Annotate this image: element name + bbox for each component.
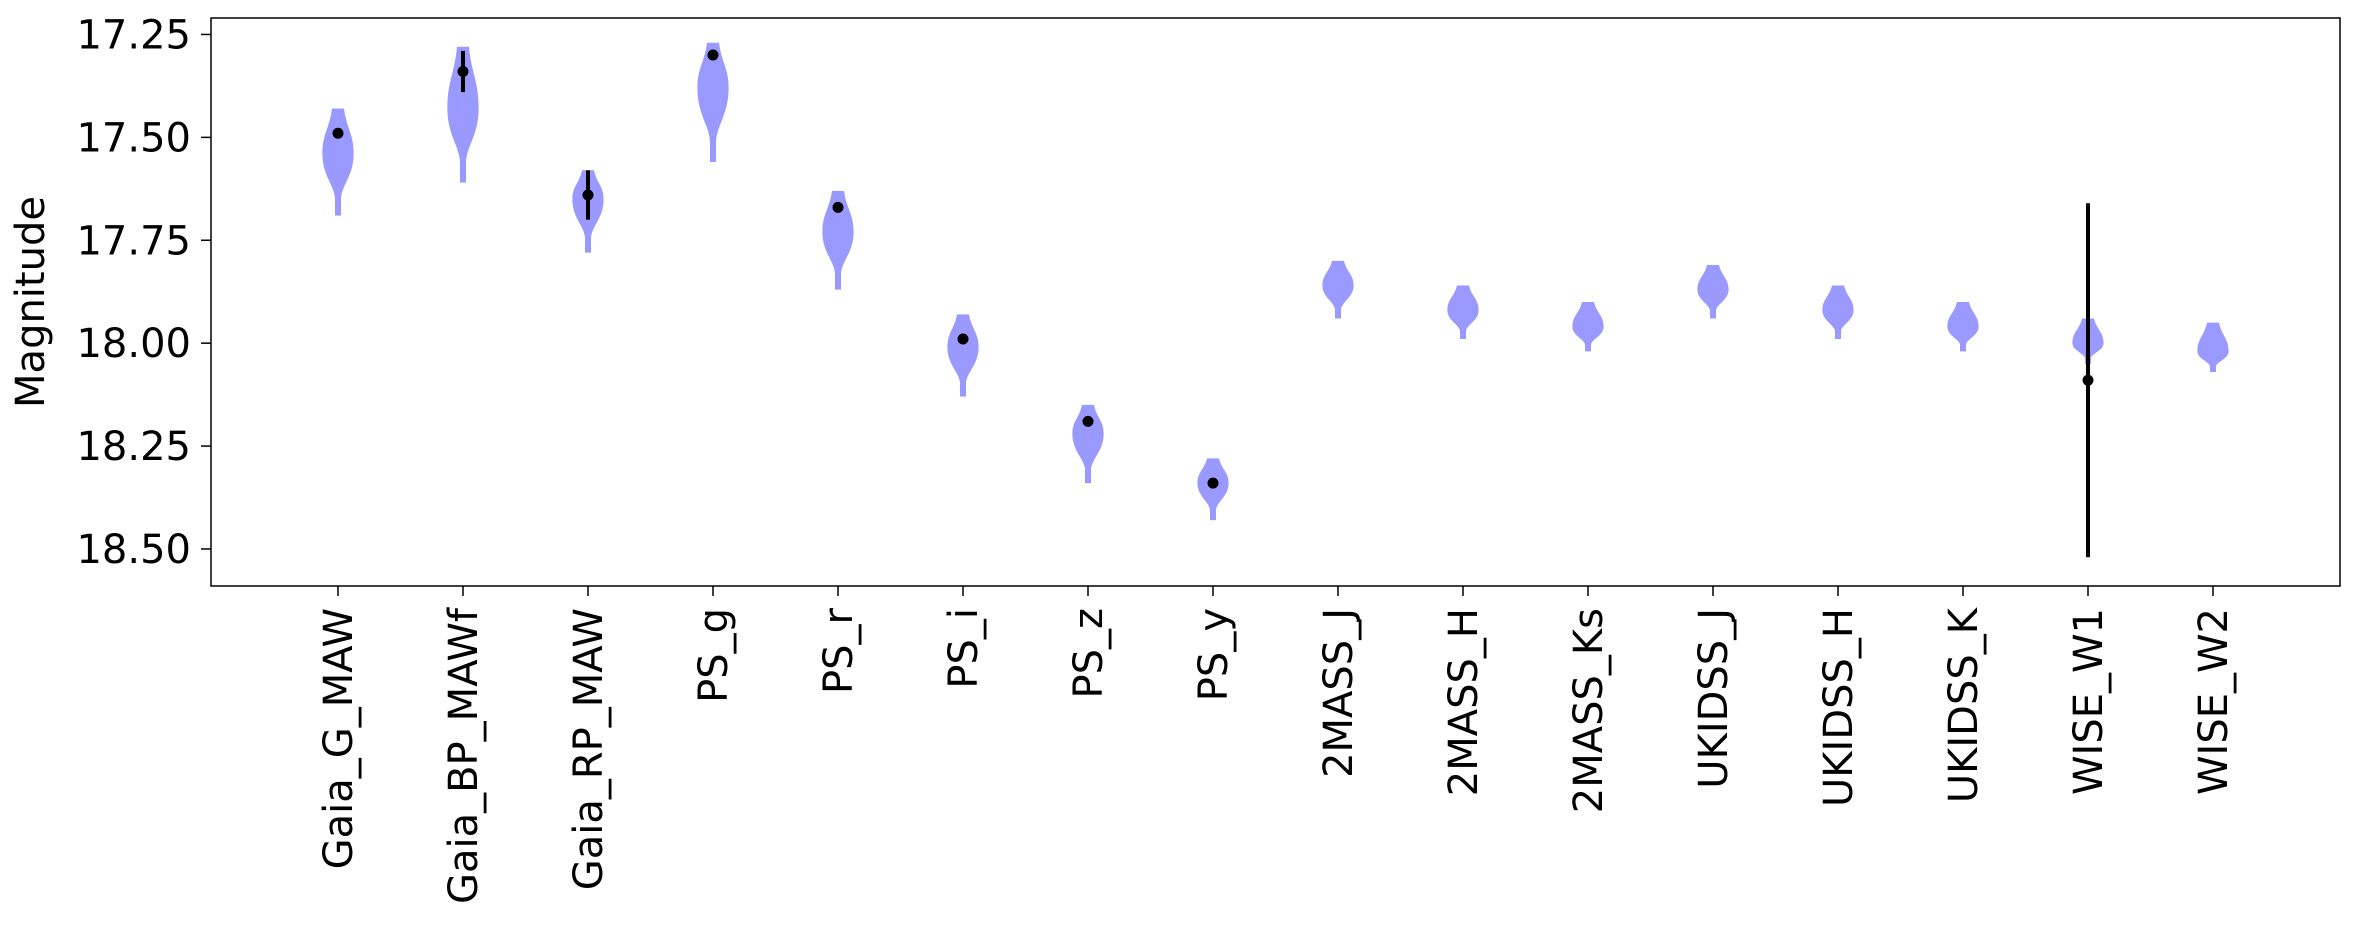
x-tick-label: Gaia_BP_MAWf bbox=[441, 607, 487, 904]
point-PS_r bbox=[832, 201, 844, 213]
point-WISE_W1 bbox=[2082, 374, 2094, 386]
x-tick-label: PS_i bbox=[941, 608, 987, 689]
violins-layer bbox=[322, 42, 2229, 521]
point-Gaia_RP_MAW bbox=[582, 189, 594, 201]
y-tick-label: 18.50 bbox=[76, 527, 191, 573]
y-axis-label: Magnitude bbox=[8, 196, 54, 408]
violin-PS_g bbox=[697, 42, 729, 163]
point-PS_i bbox=[957, 333, 969, 345]
x-tick-label: PS_r bbox=[816, 607, 862, 694]
x-tick-label: PS_y bbox=[1191, 608, 1237, 701]
point-PS_y bbox=[1207, 477, 1219, 489]
y-tick-label: 18.00 bbox=[76, 321, 191, 367]
x-tick-label: WISE_W1 bbox=[2066, 608, 2112, 795]
violin-WISE_W2 bbox=[2197, 322, 2229, 372]
point-PS_z bbox=[1082, 415, 1094, 427]
plot-frame bbox=[210, 17, 2341, 587]
x-tick-label: 2MASS_Ks bbox=[1566, 608, 1612, 813]
violin-UKIDSS_J bbox=[1697, 264, 1729, 319]
x-tick-label: UKIDSS_K bbox=[1941, 606, 1987, 803]
y-tick-label: 17.75 bbox=[76, 218, 191, 264]
x-axis: Gaia_G_MAW Gaia_BP_MAWf Gaia_RP_MAW PS_g PS_… bbox=[316, 586, 2237, 904]
violin-2MASS_H bbox=[1447, 285, 1479, 340]
violin-PS_z bbox=[1072, 404, 1104, 484]
point-Gaia_G_MAW bbox=[332, 127, 344, 139]
x-tick-label: PS_z bbox=[1066, 608, 1112, 699]
y-axis: 17.25 17.50 17.75 18.00 18.25 18.50 bbox=[76, 12, 211, 573]
x-tick-label: Gaia_RP_MAW bbox=[566, 608, 612, 890]
points-layer bbox=[332, 49, 2094, 489]
y-tick-label: 18.25 bbox=[76, 424, 191, 470]
x-tick-label: UKIDSS_J bbox=[1691, 608, 1737, 789]
x-tick-label: 2MASS_J bbox=[1316, 608, 1362, 778]
violin-PS_y bbox=[1197, 458, 1229, 521]
x-tick-label: UKIDSS_H bbox=[1816, 608, 1862, 807]
x-tick-label: Gaia_G_MAW bbox=[316, 608, 362, 869]
point-Gaia_BP_MAWf bbox=[457, 66, 469, 78]
x-tick-label: WISE_W2 bbox=[2191, 608, 2237, 795]
violin-2MASS_Ks bbox=[1572, 302, 1604, 352]
violin-PS_r bbox=[822, 190, 854, 290]
violin-Gaia_BP_MAWf bbox=[447, 46, 479, 183]
violin-PS_i bbox=[947, 314, 979, 397]
violin-2MASS_J bbox=[1322, 260, 1354, 319]
y-tick-label: 17.50 bbox=[76, 115, 191, 161]
violin-UKIDSS_H bbox=[1822, 285, 1854, 340]
violin-Gaia_G_MAW bbox=[322, 108, 354, 216]
x-tick-label: 2MASS_H bbox=[1441, 608, 1487, 796]
violin-UKIDSS_K bbox=[1947, 302, 1979, 352]
y-tick-label: 17.25 bbox=[76, 12, 191, 58]
point-PS_g bbox=[707, 49, 719, 61]
x-tick-label: PS_g bbox=[691, 608, 737, 703]
